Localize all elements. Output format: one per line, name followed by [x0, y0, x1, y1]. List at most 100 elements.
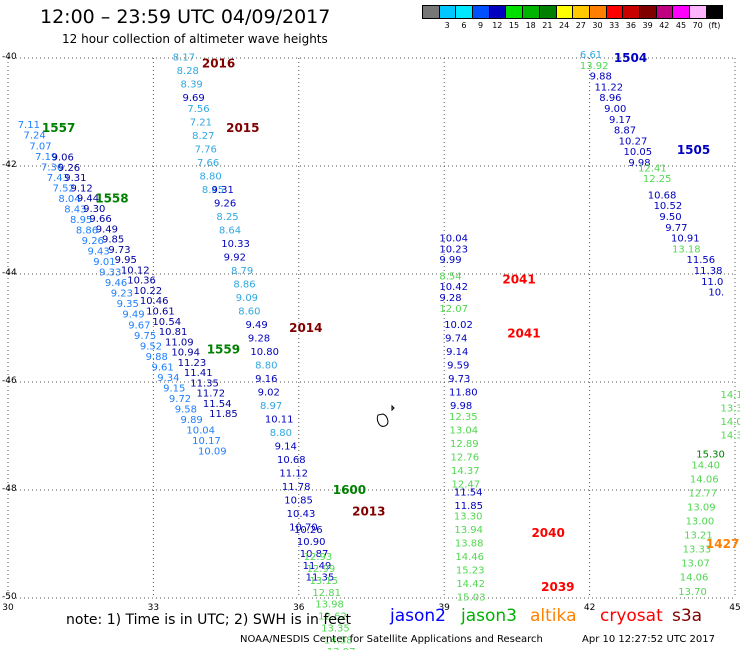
wave-height-value: 9.49 — [96, 224, 118, 235]
wave-height-value: 10.91 — [671, 234, 700, 245]
wave-height-value: 9.28 — [248, 334, 270, 345]
wave-height-value: 9.50 — [659, 212, 681, 223]
wave-height-value: 8.17 — [173, 53, 195, 64]
wave-height-value: 10.68 — [277, 455, 306, 466]
wave-height-value: 7.56 — [187, 104, 209, 115]
wave-height-value: 6.61 — [580, 50, 602, 61]
wave-height-value: 9.35 — [117, 299, 139, 310]
legend-value: 33 — [609, 21, 620, 30]
legend-swatch — [705, 5, 724, 19]
wave-height-value: 11.35 — [190, 378, 219, 389]
legend-value: 6 — [461, 21, 467, 30]
wave-height-value: 8.86 — [233, 280, 255, 291]
track-pass-label: 2014 — [289, 321, 322, 335]
track-pass-label: 1557 — [42, 121, 75, 135]
wave-height-value: 13.15 — [309, 576, 338, 587]
wave-height-value: 10.52 — [654, 201, 683, 212]
wave-height-value: 12.76 — [451, 452, 480, 463]
wave-height-value: 9.17 — [609, 115, 631, 126]
wave-height-value: 15.23 — [456, 566, 485, 577]
wave-height-value: 10.90 — [297, 537, 326, 548]
wave-height-value: 10.04 — [186, 426, 215, 437]
wave-height-value: 11.78 — [282, 482, 311, 493]
wave-height-value: 9.75 — [134, 331, 156, 342]
wave-height-value: 10.26 — [294, 525, 323, 536]
wave-height-value: 9.30 — [83, 204, 105, 215]
wave-height-value: 10.61 — [146, 307, 175, 318]
wave-height-value: 9.06 — [52, 153, 74, 164]
wave-height-value: 8.96 — [599, 93, 621, 104]
legend-value: 27 — [575, 21, 586, 30]
wave-height-value: 9.00 — [604, 104, 626, 115]
wave-height-value: 8.87 — [614, 126, 636, 137]
wave-height-value: 8.28 — [177, 66, 199, 77]
page-title: 12:00 – 23:59 UTC 04/09/2017 — [40, 6, 331, 28]
timestamp-text: Apr 10 12:27:52 UTC 2017 — [582, 634, 715, 645]
wave-height-value: 11.41 — [184, 368, 213, 379]
wave-height-value: 13.37 — [720, 404, 740, 415]
wave-height-value: 9.59 — [447, 361, 469, 372]
wave-height-value: 9.66 — [89, 214, 111, 225]
wave-height-value: 12.07 — [439, 304, 468, 315]
wave-height-value: 11.38 — [694, 266, 723, 277]
lat-tick-label: -42 — [2, 160, 17, 170]
wave-height-value: 9.43 — [87, 247, 109, 258]
page-subtitle: 12 hour collection of altimeter wave hei… — [62, 32, 328, 46]
wave-height-value: 10.11 — [265, 415, 294, 426]
wave-height-value: 13.94 — [454, 525, 483, 536]
wave-height-value: 11.85 — [209, 409, 238, 420]
wave-height-value: 14.34 — [720, 431, 740, 442]
wave-height-value: 15.30 — [696, 450, 725, 461]
legend-value: 70 — [692, 21, 703, 30]
wave-height-value: 11.09 — [165, 337, 194, 348]
wave-height-value: 7.66 — [197, 158, 219, 169]
wave-height-value: 13.88 — [455, 539, 484, 550]
wave-height-value: 9.92 — [224, 253, 246, 264]
wave-height-value: 9.73 — [448, 374, 470, 385]
wave-height-value: 10. — [708, 288, 724, 299]
legend-value: 36 — [625, 21, 636, 30]
wave-height-value: 10.43 — [287, 509, 316, 520]
track-pass-label: 2016 — [202, 56, 235, 70]
wave-height-value: 11.49 — [303, 561, 332, 572]
track-pass-label: 1504 — [614, 51, 647, 65]
wave-height-value: 14.1 — [720, 390, 740, 401]
wave-height-value: 9.16 — [255, 374, 277, 385]
track-pass-label: 1559 — [207, 343, 240, 357]
wave-height-value: 10.70 — [289, 523, 318, 534]
wave-height-value: 11.85 — [454, 501, 483, 512]
satellite-label: jason3 — [461, 606, 517, 626]
wave-height-value: 8.95 — [70, 215, 92, 226]
wave-height-value: 13.35 — [321, 623, 350, 634]
wave-height-value: 9.61 — [151, 362, 173, 373]
track-pass-label: 2013 — [352, 505, 385, 519]
wave-height-value: 10.46 — [140, 296, 169, 307]
wave-height-value: 13.07 — [681, 559, 710, 570]
wave-height-value: 13.21 — [684, 531, 713, 542]
wave-height-value: 9.31 — [212, 185, 234, 196]
wave-height-value: 9.28 — [439, 293, 461, 304]
lon-tick-label: 36 — [293, 603, 305, 613]
track-pass-label: 2015 — [226, 121, 259, 135]
wave-height-value: 7.52 — [53, 183, 75, 194]
wave-height-value: 8.80 — [255, 361, 277, 372]
wave-height-value: 12.35 — [449, 412, 478, 423]
wave-height-value: 7.36 — [41, 162, 63, 173]
wave-height-value: 13.70 — [678, 587, 707, 598]
wave-height-value: 9.46 — [105, 278, 127, 289]
wave-height-marks: 7.117.247.077.197.367.437.528.048.438.95… — [18, 50, 740, 650]
wave-height-value: 13.09 — [687, 503, 716, 514]
wave-height-value: 10.42 — [439, 282, 468, 293]
wave-height-value: 10.54 — [152, 317, 181, 328]
wave-height-value: 7.76 — [195, 145, 217, 156]
wave-height-value: 9.77 — [665, 223, 687, 234]
wave-height-value: 8.64 — [219, 226, 241, 237]
wave-height-value: 9.44 — [77, 194, 99, 205]
wave-height-value: 14.42 — [456, 579, 485, 590]
wave-height-value: 10.22 — [134, 286, 163, 297]
wave-height-value: 9.95 — [115, 255, 137, 266]
wave-height-value: 9.58 — [175, 405, 197, 416]
wave-height-value: 10.05 — [624, 147, 653, 158]
wave-height-value: 9.14 — [275, 442, 297, 453]
wave-height-value: 9.98 — [450, 401, 472, 412]
